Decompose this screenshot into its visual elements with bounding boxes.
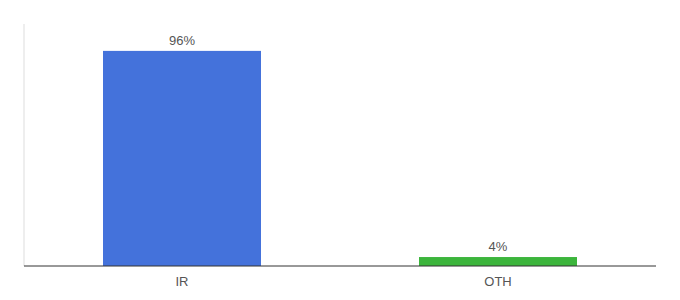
bar [103, 51, 261, 266]
x-tick-label: OTH [484, 274, 511, 289]
bars [103, 51, 577, 266]
y-axis-line [24, 24, 25, 266]
bar [419, 257, 577, 266]
x-tick-label: IR [176, 274, 189, 289]
data-label: 96% [169, 33, 195, 48]
chart-svg: 96% 4% IR OTH [0, 0, 680, 300]
x-axis-line [24, 266, 656, 267]
plot-area: 96% 4% IR OTH [24, 24, 656, 289]
chart-container: 96% 4% IR OTH [0, 0, 680, 300]
data-label: 4% [489, 239, 508, 254]
